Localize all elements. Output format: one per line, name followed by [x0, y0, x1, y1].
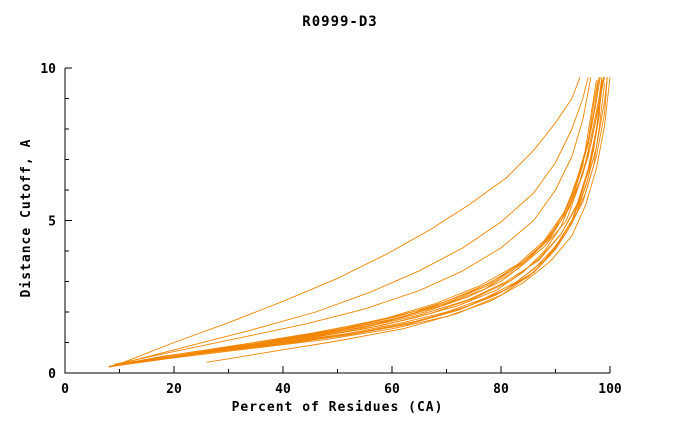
curve-model-01 [108, 80, 603, 368]
chart-title: R0999-D3 [302, 14, 378, 30]
curve-model-12 [119, 77, 589, 365]
x-tick-label: 20 [166, 382, 182, 397]
curve-model-08 [108, 77, 608, 367]
x-tick-label: 80 [493, 382, 509, 397]
curve-model-13 [113, 77, 592, 365]
x-tick-label: 60 [384, 382, 400, 397]
curve-model-06 [119, 77, 605, 365]
curve-model-05 [113, 80, 603, 366]
curve-model-09 [108, 77, 611, 368]
y-tick-label: 5 [48, 215, 56, 230]
curve-model-02 [113, 80, 597, 366]
x-tick-label: 100 [598, 382, 622, 397]
x-axis-label: Percent of Residues (CA) [231, 400, 444, 415]
x-tick-label: 0 [61, 382, 69, 397]
y-tick-label: 10 [40, 62, 56, 77]
curve-model-11 [119, 77, 581, 365]
x-tick-label: 40 [275, 382, 291, 397]
curve-model-14 [206, 77, 608, 363]
curve-model-17 [119, 77, 600, 365]
curve-model-07 [124, 80, 603, 365]
y-tick-label: 0 [48, 367, 56, 382]
curve-model-16 [113, 77, 605, 366]
curve-model-03 [119, 80, 599, 365]
axes [64, 68, 610, 374]
curve-model-18 [124, 77, 601, 365]
curve-model-10 [130, 77, 603, 364]
